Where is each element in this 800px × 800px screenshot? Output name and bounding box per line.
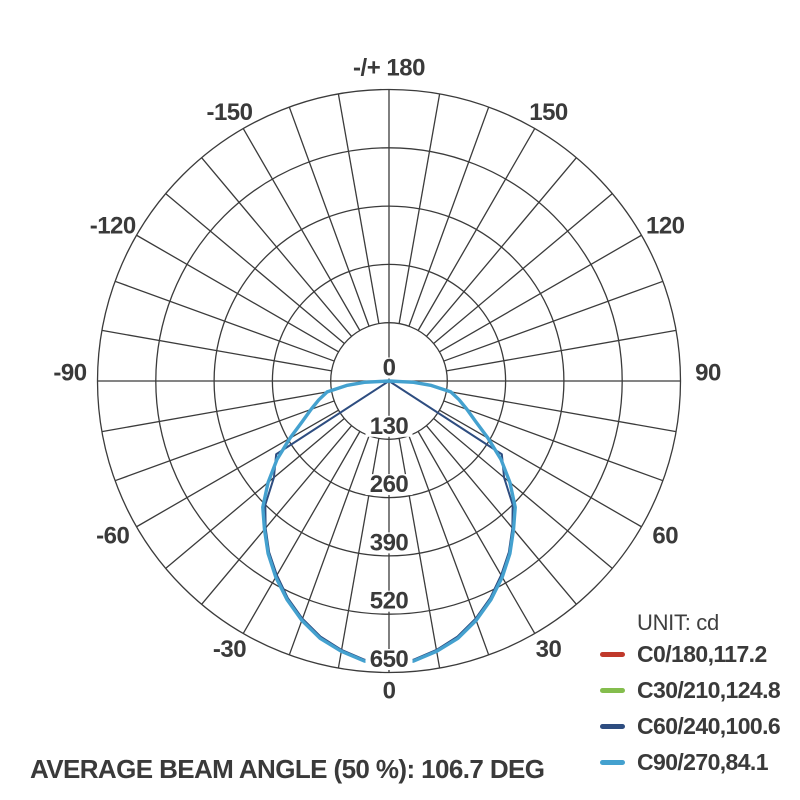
legend-swatch-c90 <box>600 759 625 765</box>
legend-swatch-c30 <box>600 687 625 693</box>
legend-swatch-c0 <box>600 651 625 657</box>
grid-spoke <box>433 193 613 345</box>
grid-spoke <box>417 431 536 634</box>
legend-label-c0: C0/180,117.2 <box>637 640 767 667</box>
chart-labels: 0 130 260 390 520 650 -150 -120 -90 -60 -30 0 30 60 90… <box>53 55 721 705</box>
grid-spoke <box>439 234 642 353</box>
angle-label-60: 60 <box>652 523 678 550</box>
ring-label-650: 650 <box>370 646 409 673</box>
angle-label-top-180: -/+ 180 <box>353 55 425 82</box>
legend: UNIT: cd C0/180,117.2 C30/210,124.8 C60/… <box>600 610 781 780</box>
ring-label-bg <box>365 590 413 612</box>
grid-spoke <box>443 280 664 362</box>
ring-label-130: 130 <box>370 413 409 440</box>
legend-label-c60: C60/240,100.6 <box>637 712 781 739</box>
ring-label-0: 0 <box>383 355 396 382</box>
grid-spoke <box>408 106 490 327</box>
ring-label-bg <box>365 474 413 496</box>
legend-label-c90: C90/270,84.1 <box>637 748 769 775</box>
angle-label-0: 0 <box>383 678 396 705</box>
legend-item-c60: C60/240,100.6 <box>600 708 781 744</box>
angle-label-90: 90 <box>695 360 721 387</box>
grid-spoke <box>101 329 332 372</box>
grid-spoke <box>439 409 642 528</box>
grid-spoke <box>337 93 380 324</box>
legend-swatch-c60 <box>600 723 625 729</box>
angle-label-30: 30 <box>536 636 562 663</box>
grid-spoke <box>165 193 345 345</box>
grid-spoke <box>114 280 335 362</box>
grid-spoke <box>114 400 335 482</box>
grid-spoke <box>425 425 577 605</box>
angle-label--30: -30 <box>213 636 246 663</box>
angle-label--90: -90 <box>53 360 86 387</box>
legend-label-c30: C30/210,124.8 <box>637 676 781 703</box>
angle-label--150: -150 <box>206 99 252 126</box>
grid-spoke <box>101 390 332 433</box>
ring-label-bg <box>365 532 413 554</box>
grid-spoke <box>433 417 613 569</box>
legend-item-c30: C30/210,124.8 <box>600 672 781 708</box>
ring-label-bg <box>365 415 413 437</box>
grid-spoke <box>443 400 664 482</box>
angle-label-120: 120 <box>646 213 685 240</box>
grid-spoke <box>201 425 353 605</box>
grid-spoke <box>242 431 361 634</box>
grid-spoke <box>242 128 361 331</box>
grid-spoke <box>165 417 345 569</box>
grid-spoke <box>288 106 370 327</box>
grid-spoke <box>446 329 677 372</box>
grid-spoke <box>201 157 353 337</box>
grid-spoke <box>136 409 339 528</box>
angle-label--60: -60 <box>96 523 129 550</box>
grid-spoke <box>417 128 536 331</box>
grid-spoke <box>398 93 441 324</box>
unit-label: UNIT: cd <box>637 610 719 635</box>
legend-item-c90: C90/270,84.1 <box>600 744 780 780</box>
ring-label-520: 520 <box>370 588 409 615</box>
grid-spoke <box>446 390 677 433</box>
average-beam-angle-text: AVERAGE BEAM ANGLE (50 %): 106.7 DEG <box>30 754 545 784</box>
grid-spoke <box>425 157 577 337</box>
legend-item-c0: C0/180,117.2 <box>600 636 780 672</box>
ring-label-260: 260 <box>370 471 409 498</box>
ring-label-bg <box>365 649 413 670</box>
angle-label--120: -120 <box>90 213 136 240</box>
ring-label-390: 390 <box>370 529 409 556</box>
angle-label-150: 150 <box>529 99 568 126</box>
ring-label-bg <box>378 357 400 379</box>
grid-spoke <box>136 234 339 353</box>
